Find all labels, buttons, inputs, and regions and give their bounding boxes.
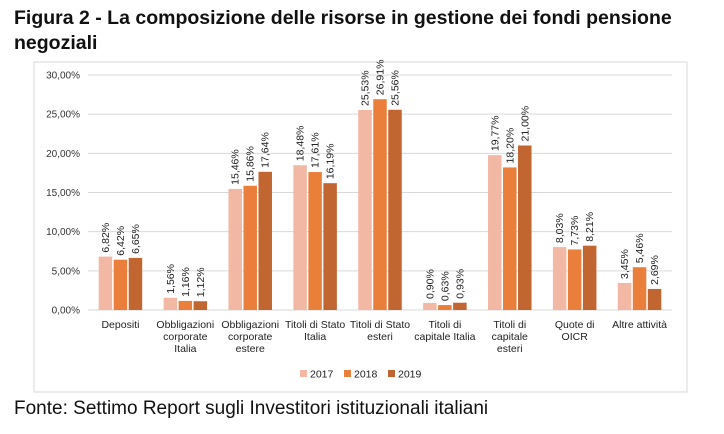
x-category-label: capitale	[492, 331, 528, 343]
y-tick-label: 20,00%	[46, 149, 80, 160]
x-category-label: Quote di	[555, 319, 595, 331]
data-label: 3,45%	[619, 249, 631, 279]
legend-swatch-2019	[388, 370, 395, 377]
data-label: 15,86%	[245, 146, 257, 182]
bar-2018	[373, 99, 387, 310]
data-label: 8,21%	[584, 212, 596, 242]
bar-2018	[438, 305, 452, 310]
data-label: 6,82%	[100, 223, 112, 253]
legend-label: 2018	[354, 369, 378, 381]
legend-label: 2017	[310, 369, 334, 381]
legend-label: 2019	[398, 369, 422, 381]
bar-2019	[647, 288, 662, 310]
data-label: 18,20%	[504, 128, 516, 164]
bar-2017	[423, 302, 437, 310]
x-category-label: Titoli di Stato	[350, 319, 410, 331]
bar-2017	[98, 256, 113, 310]
bar-2017	[228, 188, 242, 310]
data-label: 25,56%	[390, 70, 402, 106]
y-tick-label: 0,00%	[52, 306, 80, 317]
data-label: 18,48%	[295, 126, 307, 162]
data-label: 26,91%	[375, 60, 387, 96]
bar-2018	[308, 172, 322, 310]
x-category-label: corporate	[228, 331, 273, 343]
x-category-label: Altre attività	[612, 319, 667, 331]
data-label: 1,12%	[195, 267, 207, 297]
bar-2019	[453, 302, 467, 310]
x-category-label: Titoli di	[493, 319, 526, 331]
data-label: 16,19%	[325, 144, 337, 180]
bar-2018	[503, 167, 517, 310]
bar-2019	[388, 109, 402, 310]
x-category-label: Titoli di	[428, 319, 461, 331]
bar-2017	[163, 297, 178, 310]
x-category-label: Italia	[174, 343, 196, 355]
data-label: 1,56%	[165, 264, 177, 294]
data-label: 7,73%	[569, 216, 581, 246]
x-category-label: Italia	[304, 331, 326, 343]
data-label: 25,53%	[360, 70, 372, 106]
data-label: 5,46%	[634, 233, 646, 263]
data-label: 6,65%	[130, 224, 142, 254]
x-category-label: capitale Italia	[414, 331, 475, 343]
legend-swatch-2017	[300, 370, 307, 377]
y-tick-label: 30,00%	[46, 71, 80, 82]
x-category-label: Depositi	[101, 319, 139, 331]
data-label: 0,90%	[424, 269, 436, 299]
x-category-label: Titoli di Stato	[285, 319, 345, 331]
data-label: 17,64%	[260, 132, 272, 168]
data-label: 1,16%	[180, 267, 192, 297]
chart-title: Figura 2 - La composizione delle risorse…	[14, 7, 672, 54]
data-label: 17,61%	[310, 132, 322, 168]
bar-2017	[488, 155, 502, 310]
bar-2018	[632, 267, 647, 310]
bar-2018	[243, 185, 257, 310]
source-note: Fonte: Settimo Report sugli Investitori …	[14, 398, 489, 419]
x-category-label: esteri	[367, 331, 393, 343]
bar-2018	[113, 259, 128, 310]
y-tick-label: 10,00%	[46, 227, 80, 238]
bar-2019	[518, 145, 532, 310]
y-tick-label: 25,00%	[46, 110, 80, 121]
bar-2018	[178, 300, 193, 310]
bar-2019	[128, 257, 143, 310]
y-tick-label: 15,00%	[46, 188, 80, 199]
x-category-label: OICR	[562, 331, 589, 343]
bar-2017	[293, 165, 307, 310]
x-category-label: corporate	[163, 331, 208, 343]
data-label: 0,93%	[454, 269, 466, 299]
data-label: 19,77%	[489, 116, 501, 152]
bar-2019	[582, 245, 597, 310]
data-label: 8,03%	[554, 213, 566, 243]
data-label: 21,00%	[519, 106, 531, 142]
y-tick-label: 5,00%	[52, 266, 80, 277]
bar-2017	[552, 247, 567, 310]
bar-2019	[258, 171, 272, 310]
data-label: 6,42%	[115, 226, 127, 256]
legend-swatch-2018	[344, 370, 351, 377]
data-label: 15,46%	[230, 149, 242, 185]
x-category-label: estere	[236, 343, 265, 355]
chart-frame	[33, 61, 688, 393]
x-category-label: Obbligazioni	[156, 319, 214, 331]
bar-2019	[193, 301, 208, 310]
bar-2017	[358, 110, 372, 310]
x-category-label: Obbligazioni	[221, 319, 279, 331]
x-category-label: esteri	[497, 343, 523, 355]
data-label: 0,63%	[439, 271, 451, 301]
bar-2017	[617, 282, 632, 310]
bar-2018	[567, 249, 582, 310]
data-label: 2,69%	[649, 255, 661, 285]
bar-2019	[323, 183, 337, 310]
